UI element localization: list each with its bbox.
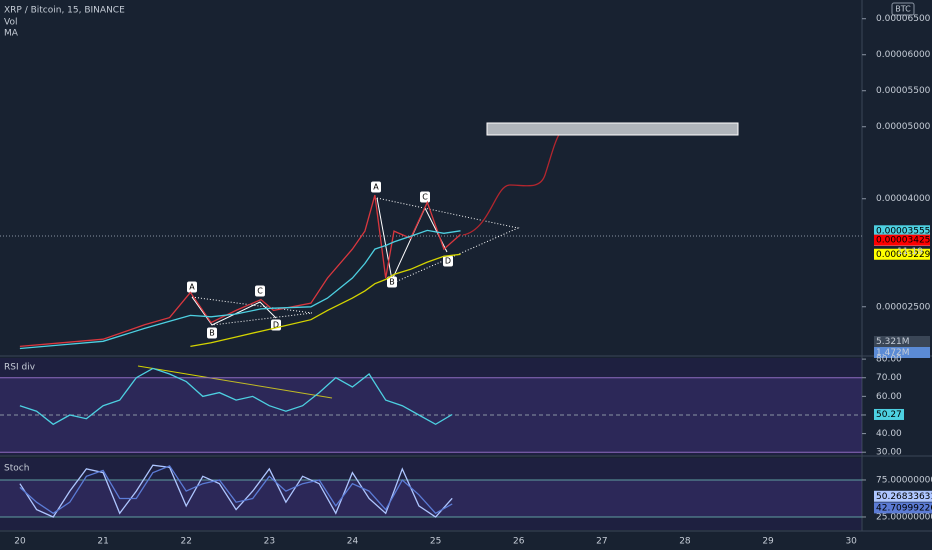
price-label-bg — [874, 248, 930, 260]
last-value-bg — [874, 408, 904, 420]
forecast-path — [462, 132, 561, 236]
price-label: 0.00003229 — [876, 250, 931, 260]
x-tick-label: 29 — [762, 537, 774, 547]
y-tick-label: 75.00000000 — [876, 475, 932, 485]
y-tick-label: 0.00006000 — [876, 50, 931, 60]
last-value: 50.27 — [876, 410, 902, 420]
price-label-bg — [874, 225, 930, 237]
target-zone — [486, 122, 739, 136]
pattern-label-bg — [371, 181, 381, 193]
currency: BTC — [895, 5, 911, 14]
x-tick-label: 23 — [264, 537, 275, 547]
volume-label-bg — [874, 336, 930, 347]
pattern-label-bg — [207, 327, 217, 339]
series-line — [19, 465, 453, 515]
pattern-label: B — [389, 278, 395, 287]
rsi-trendline — [137, 365, 333, 399]
x-tick-label: 20 — [14, 537, 26, 547]
series-line — [19, 464, 453, 518]
y-tick-label: 0.00006500 — [876, 14, 931, 24]
y-tick-label: 25.00000000 — [876, 512, 932, 522]
stoch-pane — [0, 458, 862, 530]
x-tick-label: 27 — [596, 537, 607, 547]
indicator-label: Vol — [4, 18, 17, 28]
pattern-label-bg — [443, 255, 453, 267]
x-tick-label: 28 — [679, 537, 691, 547]
pattern-label: D — [445, 257, 451, 266]
x-tick-label: 24 — [347, 537, 359, 547]
series-line — [19, 367, 453, 426]
last-value: 50.26833631 — [876, 492, 932, 502]
pattern-label: A — [373, 183, 379, 192]
last-value-bg — [874, 490, 932, 502]
x-tick-label: 25 — [430, 537, 441, 547]
x-tick-label: 22 — [180, 537, 191, 547]
pattern-label: A — [189, 283, 195, 292]
pattern-label: C — [257, 287, 263, 296]
series-line — [19, 229, 461, 350]
x-tick-label: 30 — [845, 537, 857, 547]
abcd-pattern — [376, 197, 448, 282]
y-tick-label: 60.00 — [876, 392, 902, 402]
volume-label: 5.321M — [876, 337, 910, 347]
price-label-bg — [874, 234, 930, 246]
y-tick-label: 30.00 — [876, 448, 902, 458]
y-tick-label: 0.00005500 — [876, 86, 931, 96]
pattern-label-bg — [187, 281, 197, 293]
y-tick-label: 0.00004000 — [876, 194, 931, 204]
y-tick-label: 0.00002500 — [876, 302, 931, 312]
pattern-label-bg — [387, 276, 397, 288]
last-value-bg — [874, 502, 932, 514]
pattern-label-bg — [255, 285, 265, 297]
pattern-label: C — [422, 193, 428, 202]
x-tick-label: 26 — [513, 537, 525, 547]
indicator-label: MA — [4, 29, 19, 39]
y-tick-label: 80.00 — [876, 355, 902, 365]
pattern-label: B — [209, 329, 215, 338]
pattern-label: D — [273, 321, 279, 330]
pane-title: Stoch — [4, 464, 29, 474]
last-value: 42.70999226 — [876, 503, 932, 513]
y-tick-label: 70.00 — [876, 373, 902, 383]
y-tick-label: 0.00005000 — [876, 122, 931, 132]
currency-badge — [891, 2, 915, 16]
price-label: 0.00003425 — [876, 236, 930, 246]
price-label: 0.00003555 — [876, 226, 930, 236]
y-tick-label: 40.00 — [876, 429, 902, 439]
x-tick-label: 21 — [97, 537, 108, 547]
pattern-label-bg — [420, 191, 430, 203]
series-line — [190, 253, 461, 348]
volume-label-bg — [874, 347, 930, 358]
chart-title: XRP / Bitcoin, 15, BINANCE — [4, 6, 125, 16]
countdown: 11:19 — [897, 247, 923, 257]
series-line — [19, 194, 461, 348]
volume-label: 1.472M — [876, 348, 910, 358]
pane-title: RSI div — [4, 363, 36, 373]
